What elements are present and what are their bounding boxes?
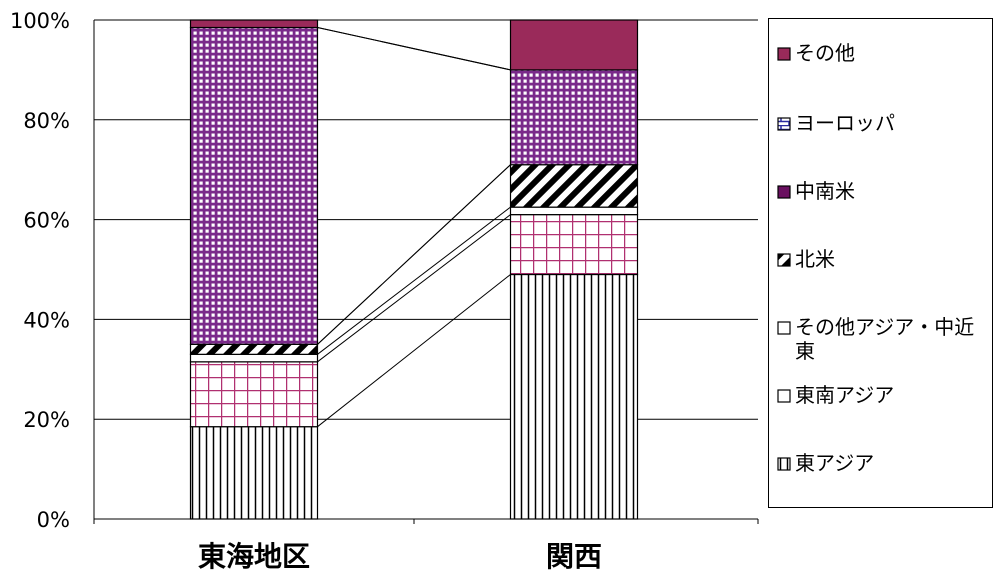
legend-item: 北米	[777, 247, 835, 271]
y-tick-label: 20%	[23, 408, 70, 432]
y-tick-label: 60%	[23, 209, 70, 233]
legend-label: 北米	[795, 247, 835, 271]
legend-label: 中南米	[795, 179, 855, 203]
bar-segment	[509, 273, 639, 520]
legend-swatch	[777, 253, 791, 267]
legend-swatch	[777, 457, 791, 471]
bar-segment	[189, 353, 319, 363]
bar-segment	[509, 214, 639, 276]
bar-segment	[189, 26, 319, 345]
y-tick-label: 80%	[23, 109, 70, 133]
legend-item: ヨーロッパ	[777, 111, 895, 135]
legend: その他ヨーロッパ中南米北米その他アジア・中近東東南アジア東アジア	[768, 18, 993, 508]
category-label: 関西	[546, 540, 602, 573]
legend-swatch	[777, 47, 791, 61]
bar-segment	[509, 69, 639, 166]
legend-item: 東南アジア	[777, 383, 894, 407]
legend-swatch	[777, 321, 791, 335]
legend-label: その他アジア・中近東	[795, 315, 975, 363]
legend-swatch	[777, 117, 791, 131]
bar-segment	[509, 164, 639, 208]
legend-swatch	[777, 185, 791, 199]
connector-line	[317, 214, 511, 363]
legend-label: ヨーロッパ	[795, 111, 895, 135]
connector-lines	[317, 26, 511, 428]
bars	[189, 19, 639, 520]
legend-swatch	[777, 389, 791, 403]
legend-item: その他アジア・中近東	[777, 315, 985, 363]
connector-line	[317, 206, 511, 355]
legend-item: 東アジア	[777, 451, 874, 475]
y-tick-label: 100%	[10, 9, 70, 33]
bar-segment	[509, 19, 639, 71]
bar-segment	[189, 343, 319, 355]
bar-segment	[189, 426, 319, 520]
legend-item: 中南米	[777, 179, 855, 203]
bar-segment	[189, 361, 319, 428]
legend-label: その他	[795, 41, 855, 65]
bar-segment	[189, 19, 319, 29]
bar-segment	[509, 206, 639, 216]
category-label: 東海地区	[198, 540, 310, 573]
axes: 0% 20% 40% 60% 80% 100% 東海地区 関西	[10, 9, 759, 573]
connector-line	[317, 274, 511, 428]
legend-label: 東南アジア	[795, 383, 895, 407]
connector-line	[317, 26, 511, 71]
y-tick-label: 0%	[37, 508, 70, 532]
legend-label: 東アジア	[795, 451, 875, 475]
connector-line	[317, 164, 511, 345]
y-tick-label: 40%	[23, 308, 70, 332]
legend-item: その他	[777, 41, 855, 65]
